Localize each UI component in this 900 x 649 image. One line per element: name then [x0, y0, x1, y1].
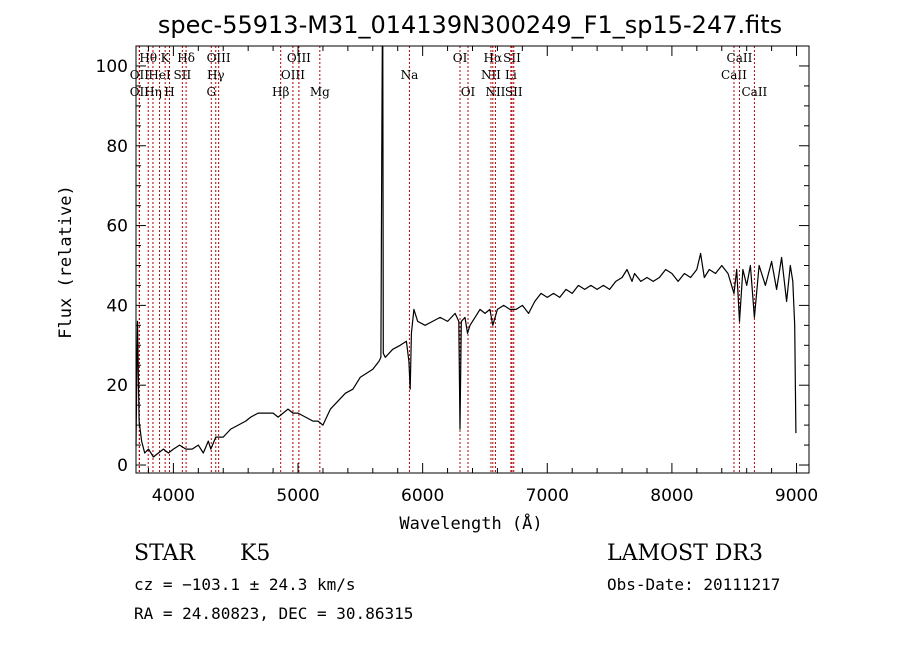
line-marker-label-21: NII: [485, 85, 505, 99]
line-marker-label-16: Na: [401, 68, 419, 82]
line-marker-label-9: G: [206, 85, 216, 99]
line-marker-label-17: OI: [453, 51, 468, 65]
redshift-velocity: cz = −103.1 ± 24.3 km/s: [134, 575, 356, 594]
line-marker-label-13: OIII: [281, 68, 305, 82]
line-marker-label-14: OIII: [287, 51, 311, 65]
spectrum-line: [135, 45, 797, 458]
line-marker-label-4: HeI: [148, 68, 171, 82]
line-marker-label-7: SII: [174, 68, 192, 82]
line-marker-label-11: OIII: [207, 51, 231, 65]
line-marker-label-20: Hα: [484, 51, 503, 65]
object-class: STAR: [134, 541, 196, 566]
line-marker-label-2: OII: [130, 68, 150, 82]
y-axis-label: Flux (relative): [56, 185, 76, 339]
plot-area: OIIHθOIIHηHeIKHSIIHδGHγOIIIHβOIIIOIIIMgN…: [96, 45, 818, 506]
y-tick-label-100: 100: [96, 57, 128, 77]
y-tick-label-20: 20: [106, 376, 128, 396]
y-tick-label-60: 60: [106, 217, 128, 237]
line-marker-label-5: K: [161, 51, 171, 65]
object-subclass: K5: [240, 541, 270, 566]
line-marker-label-25: CaII: [721, 68, 747, 82]
y-tick-label-0: 0: [117, 456, 128, 476]
plot-frame: [135, 45, 810, 474]
line-marker-label-18: OI: [461, 85, 476, 99]
y-tick-label-80: 80: [106, 137, 128, 157]
line-marker-label-22: Li: [505, 68, 517, 82]
survey-release: LAMOST DR3: [607, 541, 763, 566]
x-tick-label-6000: 6000: [401, 486, 444, 506]
observation-date: Obs-Date: 20111217: [607, 575, 780, 594]
line-marker-label-19: NII: [481, 68, 501, 82]
sky-coordinates: RA = 24.80823, DEC = 30.86315: [134, 604, 413, 623]
line-marker-label-27: CaII: [741, 85, 767, 99]
line-marker-label-24: SII: [505, 85, 523, 99]
line-marker-label-1: Hθ: [139, 51, 157, 65]
x-axis-label: Wavelength (Å): [399, 512, 542, 534]
line-marker-label-23: SII: [503, 51, 521, 65]
x-tick-label-4000: 4000: [152, 486, 195, 506]
line-marker-label-12: Hβ: [272, 85, 289, 99]
x-tick-label-9000: 9000: [775, 486, 818, 506]
line-marker-label-8: Hδ: [177, 51, 195, 65]
chart-title: spec-55913-M31_014139N300249_F1_sp15-247…: [158, 11, 782, 39]
x-tick-label-5000: 5000: [276, 486, 319, 506]
line-marker-label-3: Hη: [144, 85, 162, 99]
line-marker-label-26: CaII: [727, 51, 753, 65]
x-tick-label-8000: 8000: [650, 486, 693, 506]
y-tick-label-40: 40: [106, 296, 128, 316]
x-tick-label-7000: 7000: [526, 486, 569, 506]
line-marker-label-10: Hγ: [207, 68, 225, 82]
line-marker-label-6: H: [164, 85, 174, 99]
line-marker-label-15: Mg: [310, 85, 330, 99]
